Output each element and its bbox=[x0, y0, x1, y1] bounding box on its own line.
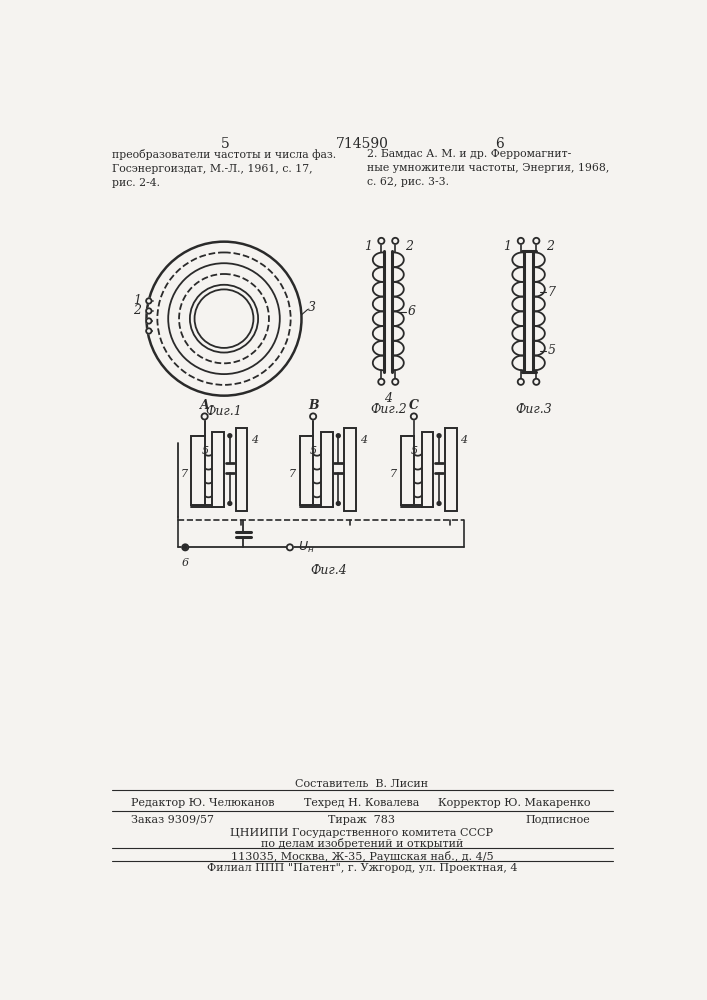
Circle shape bbox=[518, 379, 524, 385]
Text: 7: 7 bbox=[390, 469, 397, 479]
Text: 1: 1 bbox=[364, 240, 372, 253]
Circle shape bbox=[411, 413, 417, 420]
Text: Филиал ППП "Патент", г. Ужгород, ул. Проектная, 4: Филиал ППП "Патент", г. Ужгород, ул. Про… bbox=[206, 863, 518, 873]
Text: Тираж  783: Тираж 783 bbox=[329, 815, 395, 825]
Circle shape bbox=[194, 289, 253, 348]
Text: 2. Бамдас А. М. и др. Ферромагнит-
ные умножители частоты, Энергия, 1968,
с. 62,: 2. Бамдас А. М. и др. Ферромагнит- ные у… bbox=[368, 149, 609, 187]
Bar bbox=[421, 432, 433, 507]
Circle shape bbox=[146, 298, 151, 304]
Circle shape bbox=[392, 238, 398, 244]
Text: ЦНИИПИ Государственного комитета СССР: ЦНИИПИ Государственного комитета СССР bbox=[230, 828, 493, 838]
Bar bbox=[192, 436, 204, 505]
Circle shape bbox=[533, 379, 539, 385]
Text: 3: 3 bbox=[308, 301, 316, 314]
Bar bbox=[401, 436, 414, 505]
Text: 4: 4 bbox=[251, 435, 258, 445]
Text: 714590: 714590 bbox=[336, 137, 388, 151]
Text: Корректор Ю. Макаренко: Корректор Ю. Макаренко bbox=[438, 798, 590, 808]
Text: 6: 6 bbox=[408, 305, 416, 318]
Circle shape bbox=[146, 318, 151, 324]
Text: 4: 4 bbox=[385, 392, 392, 405]
Text: 7: 7 bbox=[548, 286, 556, 299]
Text: Составитель  В. Лисин: Составитель В. Лисин bbox=[296, 779, 428, 789]
Circle shape bbox=[437, 502, 441, 505]
Text: Редактор Ю. Челюканов: Редактор Ю. Челюканов bbox=[131, 798, 274, 808]
Text: 5: 5 bbox=[221, 137, 230, 151]
Text: 1: 1 bbox=[133, 294, 141, 307]
Text: Подписное: Подписное bbox=[526, 815, 590, 825]
Text: Фиг.1: Фиг.1 bbox=[206, 405, 243, 418]
Circle shape bbox=[378, 379, 385, 385]
Text: 6: 6 bbox=[182, 558, 189, 568]
Text: 5: 5 bbox=[201, 446, 209, 456]
Circle shape bbox=[378, 238, 385, 244]
Circle shape bbox=[146, 328, 151, 334]
Circle shape bbox=[392, 379, 398, 385]
Circle shape bbox=[201, 413, 208, 420]
Text: 5: 5 bbox=[548, 344, 556, 358]
Circle shape bbox=[228, 434, 232, 438]
Bar bbox=[344, 428, 356, 511]
Text: 2: 2 bbox=[546, 240, 554, 253]
Text: по делам изобретений и открытий: по делам изобретений и открытий bbox=[261, 838, 463, 849]
Text: 4: 4 bbox=[360, 435, 367, 445]
Text: 4: 4 bbox=[460, 435, 467, 445]
Circle shape bbox=[437, 434, 441, 438]
Text: 5: 5 bbox=[411, 446, 418, 456]
Circle shape bbox=[518, 238, 524, 244]
Text: B: B bbox=[308, 399, 318, 412]
Circle shape bbox=[337, 502, 340, 505]
Bar bbox=[300, 436, 313, 505]
Text: C: C bbox=[409, 399, 419, 412]
Text: 5: 5 bbox=[310, 446, 317, 456]
Text: Фиг.3: Фиг.3 bbox=[515, 403, 551, 416]
Bar bbox=[212, 432, 224, 507]
Circle shape bbox=[182, 544, 188, 550]
Text: Техред Н. Ковалева: Техред Н. Ковалева bbox=[304, 798, 420, 808]
Bar bbox=[235, 428, 247, 511]
Text: 7: 7 bbox=[180, 469, 187, 479]
Text: 2: 2 bbox=[404, 240, 413, 253]
Text: 1: 1 bbox=[503, 240, 512, 253]
Text: 2: 2 bbox=[133, 304, 141, 317]
Circle shape bbox=[310, 413, 316, 420]
Circle shape bbox=[146, 308, 151, 314]
Text: 113035, Москва, Ж-35, Раушская наб., д. 4/5: 113035, Москва, Ж-35, Раушская наб., д. … bbox=[230, 851, 493, 862]
Bar bbox=[321, 432, 332, 507]
Circle shape bbox=[337, 434, 340, 438]
Text: Фиг.2: Фиг.2 bbox=[370, 403, 407, 416]
Circle shape bbox=[533, 238, 539, 244]
Circle shape bbox=[183, 545, 187, 549]
Text: $U_н$: $U_н$ bbox=[298, 540, 314, 555]
Text: Заказ 9309/57: Заказ 9309/57 bbox=[131, 815, 214, 825]
Text: 6: 6 bbox=[495, 137, 503, 151]
Text: Фиг.4: Фиг.4 bbox=[310, 564, 347, 577]
Text: A: A bbox=[200, 399, 209, 412]
Bar bbox=[445, 428, 457, 511]
Text: 7: 7 bbox=[289, 469, 296, 479]
Circle shape bbox=[287, 544, 293, 550]
Circle shape bbox=[228, 502, 232, 505]
Text: преобразователи частоты и числа фаз.
Госэнергоиздат, М.-Л., 1961, с. 17,
рис. 2-: преобразователи частоты и числа фаз. Гос… bbox=[112, 149, 336, 188]
